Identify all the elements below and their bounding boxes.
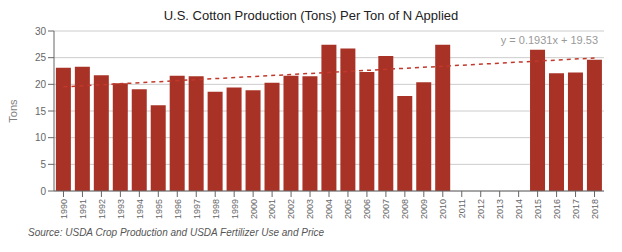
svg-text:25: 25	[35, 52, 47, 63]
svg-text:30: 30	[35, 26, 47, 37]
svg-text:2016: 2016	[552, 199, 562, 219]
svg-text:0: 0	[40, 186, 46, 197]
svg-text:2001: 2001	[267, 199, 277, 219]
svg-text:1991: 1991	[78, 199, 88, 219]
svg-text:2003: 2003	[305, 199, 315, 219]
svg-text:2017: 2017	[571, 199, 581, 219]
svg-text:2013: 2013	[495, 199, 505, 219]
svg-text:1996: 1996	[173, 199, 183, 219]
svg-text:2014: 2014	[514, 199, 524, 219]
svg-text:2012: 2012	[476, 199, 486, 219]
svg-text:2007: 2007	[381, 199, 391, 219]
svg-text:2018: 2018	[590, 199, 600, 219]
svg-text:1990: 1990	[59, 199, 69, 219]
svg-text:2005: 2005	[343, 199, 353, 219]
svg-text:20: 20	[35, 79, 47, 90]
html-text:y = 0.1931x + 19.53: y = 0.1931x + 19.53	[500, 34, 598, 46]
svg-text:2002: 2002	[286, 199, 296, 219]
svg-text:2010: 2010	[438, 199, 448, 219]
svg-text:1995: 1995	[154, 199, 164, 219]
svg-text:1994: 1994	[135, 199, 145, 219]
svg-text:5: 5	[40, 159, 46, 170]
html-text:Source: USDA Crop Production a: Source: USDA Crop Production and USDA Fe…	[28, 227, 324, 238]
svg-text:1997: 1997	[192, 199, 202, 219]
svg-text:1999: 1999	[230, 199, 240, 219]
svg-text:15: 15	[35, 106, 47, 117]
svg-text:2009: 2009	[419, 199, 429, 219]
svg-text:1992: 1992	[97, 199, 107, 219]
svg-text:2004: 2004	[324, 199, 334, 219]
svg-text:10: 10	[35, 132, 47, 143]
svg-text:2015: 2015	[533, 199, 543, 219]
svg-text:1993: 1993	[116, 199, 126, 219]
svg-text:2000: 2000	[249, 199, 259, 219]
svg-text:2006: 2006	[362, 199, 372, 219]
svg-text:2011: 2011	[457, 199, 467, 218]
svg-text:Tons: Tons	[8, 99, 19, 123]
html-text:U.S. Cotton Production (Tons): U.S. Cotton Production (Tons) Per Ton of…	[163, 8, 459, 23]
svg-text:1998: 1998	[211, 199, 221, 219]
svg-text:2008: 2008	[400, 199, 410, 219]
